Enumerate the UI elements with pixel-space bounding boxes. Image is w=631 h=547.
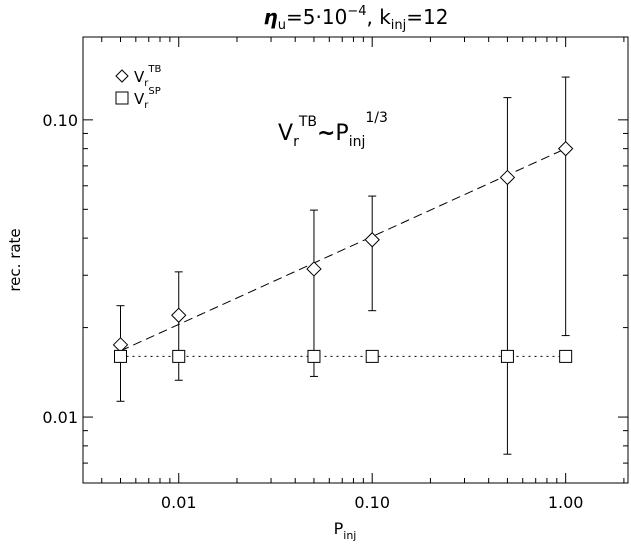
- y-tick-label: 0.01: [42, 408, 78, 427]
- title-eq1: =5·10: [286, 5, 347, 29]
- legend-entry-1: Vr TB: [134, 64, 161, 89]
- x-tick-label: 1.00: [548, 493, 584, 512]
- x-axis-label-sub: inj: [343, 529, 356, 542]
- x-axis-label: Pinj: [334, 519, 357, 542]
- square-marker: [559, 349, 573, 363]
- legend-1-sub: r: [144, 78, 149, 89]
- axis-ticks: 0.01 0.10 1.00 0.01 0.10: [42, 37, 628, 512]
- diamond-marker: [112, 337, 129, 353]
- square-marker: [307, 349, 321, 363]
- legend-2-sub: r: [144, 100, 149, 111]
- y-tick-label: 0.10: [42, 111, 78, 130]
- annotation-v: V: [278, 121, 293, 146]
- diamond-marker: [306, 261, 322, 277]
- title-sub2: inj: [391, 18, 406, 33]
- legend-1-base: V: [134, 68, 145, 86]
- y-axis-label: rec. rate: [6, 228, 24, 291]
- legend-1-sup: TB: [147, 64, 161, 75]
- title-exp: −4: [347, 4, 366, 19]
- fit-lines: [120, 148, 566, 357]
- legend-2-sup: SP: [148, 86, 160, 97]
- legend-2-base: V: [134, 90, 145, 108]
- x-tick-label: 0.10: [354, 493, 390, 512]
- title-sub1: u: [278, 18, 286, 33]
- legend-entry-2: Vr SP: [134, 86, 161, 111]
- annotation-p: P: [335, 121, 348, 146]
- legend-square-marker: [115, 91, 129, 105]
- scaling-annotation: Vr TB~Pinj 1/3: [278, 110, 388, 150]
- title-sep: , k: [366, 5, 391, 29]
- annotation-vsup: TB: [298, 114, 317, 130]
- annotation-psup: 1/3: [365, 110, 388, 126]
- dashed-fit-line: [120, 148, 566, 352]
- annotation-tilde: ~: [317, 121, 335, 146]
- legend-diamond-marker: [115, 69, 129, 83]
- legend: VrTB VrSP: [115, 64, 161, 111]
- square-marker: [365, 349, 379, 363]
- square-marker: [113, 349, 127, 363]
- x-tick-label: 0.01: [161, 493, 197, 512]
- square-marker: [500, 349, 514, 363]
- x-axis-label-base: P: [334, 519, 344, 538]
- title-eq2: =12: [406, 5, 448, 29]
- chart-title: ηu=5·10−4, kinj=12: [264, 4, 449, 33]
- data-markers: [112, 140, 574, 363]
- annotation-vsub: r: [293, 134, 299, 150]
- plot-frame: [82, 36, 629, 484]
- diamond-marker: [557, 140, 574, 157]
- diamond-marker: [499, 169, 516, 186]
- square-marker: [172, 349, 186, 363]
- title-symbol: η: [264, 5, 278, 29]
- annotation-psub: inj: [349, 134, 366, 150]
- diamond-marker: [364, 232, 380, 248]
- diamond-marker: [171, 307, 187, 323]
